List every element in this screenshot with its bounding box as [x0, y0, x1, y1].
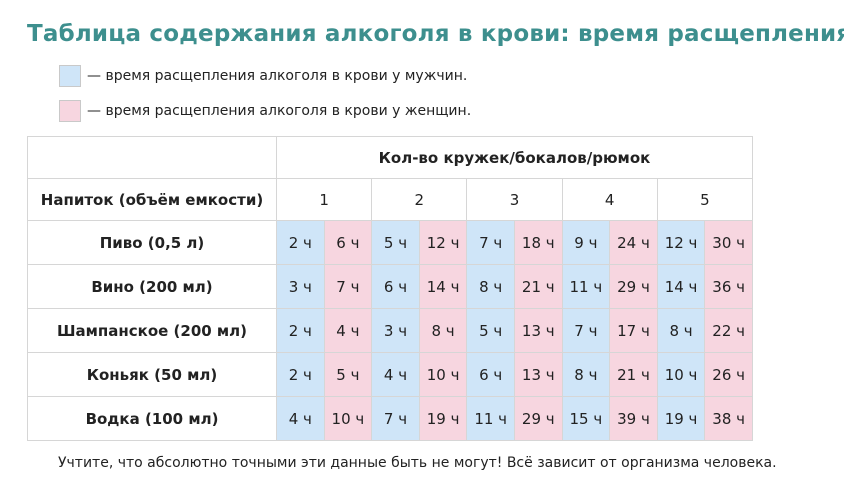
- table-row: Вино (200 мл) 3 ч 7 ч 6 ч 14 ч 8 ч 21 ч …: [27, 264, 753, 309]
- women-time-cell: 26 ч: [704, 352, 753, 397]
- legend-men: — время расщепления алкоголя в крови у м…: [59, 64, 467, 88]
- men-time-cell: 19 ч: [656, 396, 706, 441]
- drink-name: Шампанское (200 мл): [27, 308, 277, 353]
- legend-women-swatch: [59, 100, 81, 122]
- women-time-cell: 21 ч: [609, 352, 658, 397]
- men-time-cell: 9 ч: [561, 220, 611, 265]
- men-time-cell: 14 ч: [656, 264, 706, 309]
- drink-name: Водка (100 мл): [27, 396, 277, 441]
- women-time-cell: 19 ч: [418, 396, 468, 441]
- women-time-cell: 8 ч: [418, 308, 468, 353]
- men-time-cell: 6 ч: [371, 264, 420, 309]
- legend-men-label: — время расщепления алкоголя в крови у м…: [87, 68, 468, 84]
- women-time-cell: 10 ч: [323, 396, 373, 441]
- women-time-cell: 39 ч: [609, 396, 658, 441]
- men-time-cell: 4 ч: [371, 352, 420, 397]
- table-row: Пиво (0,5 л) 2 ч 6 ч 5 ч 12 ч 7 ч 18 ч 9…: [27, 220, 753, 265]
- men-time-cell: 10 ч: [656, 352, 706, 397]
- women-time-cell: 6 ч: [323, 220, 373, 265]
- group-header: Кол-во кружек/бокалов/рюмок: [276, 136, 753, 179]
- legend-men-swatch: [59, 65, 81, 87]
- legend-women-label: — время расщепления алкоголя в крови у ж…: [87, 103, 472, 119]
- drink-name: Пиво (0,5 л): [27, 220, 277, 265]
- page-title: Таблица содержания алкоголя в крови: вре…: [27, 21, 844, 47]
- women-time-cell: 13 ч: [513, 308, 563, 353]
- men-time-cell: 7 ч: [371, 396, 420, 441]
- men-time-cell: 2 ч: [276, 352, 325, 397]
- men-time-cell: 2 ч: [276, 220, 325, 265]
- men-time-cell: 3 ч: [276, 264, 325, 309]
- drink-name: Коньяк (50 мл): [27, 352, 277, 397]
- women-time-cell: 14 ч: [418, 264, 468, 309]
- men-time-cell: 6 ч: [466, 352, 515, 397]
- count-header: 3: [466, 178, 563, 221]
- men-time-cell: 8 ч: [466, 264, 515, 309]
- women-time-cell: 17 ч: [609, 308, 658, 353]
- alcohol-table: Кол-во кружек/бокалов/рюмок Напиток (объ…: [27, 136, 753, 441]
- women-time-cell: 4 ч: [323, 308, 373, 353]
- women-time-cell: 29 ч: [513, 396, 563, 441]
- men-time-cell: 7 ч: [466, 220, 515, 265]
- women-time-cell: 7 ч: [323, 264, 373, 309]
- women-time-cell: 38 ч: [704, 396, 753, 441]
- men-time-cell: 5 ч: [466, 308, 515, 353]
- women-time-cell: 5 ч: [323, 352, 373, 397]
- men-time-cell: 11 ч: [561, 264, 611, 309]
- table-row: Шампанское (200 мл) 2 ч 4 ч 3 ч 8 ч 5 ч …: [27, 308, 753, 353]
- men-time-cell: 7 ч: [561, 308, 611, 353]
- women-time-cell: 29 ч: [609, 264, 658, 309]
- men-time-cell: 12 ч: [656, 220, 706, 265]
- count-header: 2: [371, 178, 468, 221]
- men-time-cell: 8 ч: [656, 308, 706, 353]
- men-time-cell: 3 ч: [371, 308, 420, 353]
- women-time-cell: 13 ч: [513, 352, 563, 397]
- legend-women: — время расщепления алкоголя в крови у ж…: [59, 99, 471, 123]
- drink-column-header: Напиток (объём емкости): [27, 178, 277, 221]
- count-header: 4: [561, 178, 658, 221]
- table-row: Водка (100 мл) 4 ч 10 ч 7 ч 19 ч 11 ч 29…: [27, 396, 753, 441]
- women-time-cell: 10 ч: [418, 352, 468, 397]
- count-header: 1: [275, 178, 373, 221]
- women-time-cell: 18 ч: [513, 220, 563, 265]
- disclaimer-note: Учтите, что абсолютно точными эти данные…: [58, 455, 777, 471]
- table-corner-cell: [27, 136, 277, 179]
- men-time-cell: 15 ч: [561, 396, 611, 441]
- men-time-cell: 8 ч: [561, 352, 611, 397]
- women-time-cell: 24 ч: [609, 220, 658, 265]
- women-time-cell: 21 ч: [513, 264, 563, 309]
- men-time-cell: 11 ч: [466, 396, 515, 441]
- count-header: 5: [656, 178, 753, 221]
- women-time-cell: 22 ч: [704, 308, 753, 353]
- women-time-cell: 12 ч: [418, 220, 468, 265]
- women-time-cell: 36 ч: [704, 264, 753, 309]
- drink-name: Вино (200 мл): [27, 264, 277, 309]
- men-time-cell: 2 ч: [276, 308, 325, 353]
- men-time-cell: 4 ч: [276, 396, 325, 441]
- women-time-cell: 30 ч: [704, 220, 753, 265]
- men-time-cell: 5 ч: [371, 220, 420, 265]
- table-row: Коньяк (50 мл) 2 ч 5 ч 4 ч 10 ч 6 ч 13 ч…: [27, 352, 753, 397]
